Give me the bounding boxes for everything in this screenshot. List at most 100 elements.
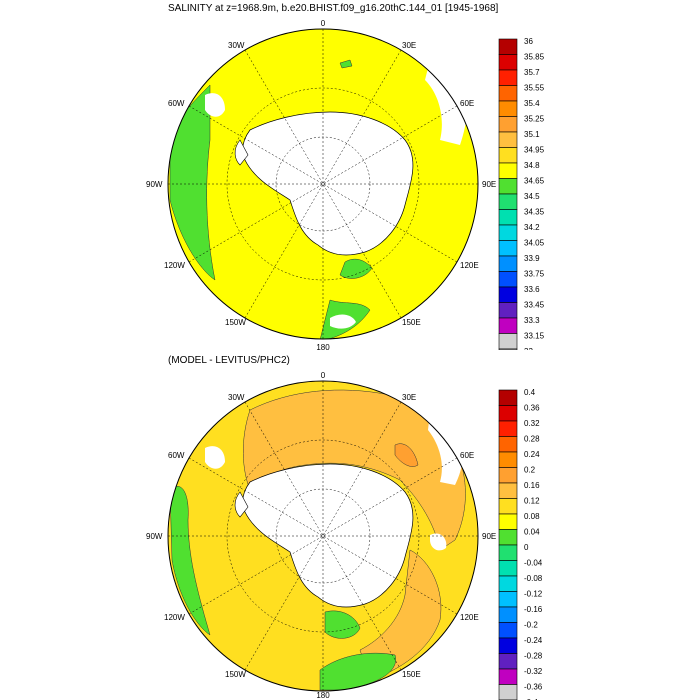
colorbar-swatch [498, 498, 518, 515]
colorbar-label: -0.4 [524, 698, 538, 700]
lon-label-180: 180 [316, 691, 330, 700]
nodata-south [330, 314, 356, 329]
colorbar-label: 0.28 [524, 435, 540, 444]
colorbar-swatch [498, 240, 518, 257]
colorbar-label: 0 [524, 543, 529, 552]
colorbar-label: 35.25 [524, 115, 545, 124]
colorbar-label: 34.35 [524, 208, 545, 217]
colorbar-swatch [498, 529, 518, 546]
nodata-west [205, 446, 225, 469]
colorbar-label: -0.28 [524, 652, 543, 661]
colorbar-label: 33.75 [524, 270, 545, 279]
colorbar-label: -0.16 [524, 605, 543, 614]
colorbar-swatch [498, 513, 518, 530]
orange-region-east [359, 549, 442, 681]
colorbar-label: -0.04 [524, 559, 543, 568]
colorbar-swatch [498, 271, 518, 288]
lon-label-30e: 30E [402, 41, 416, 50]
colorbar-swatch [498, 348, 518, 350]
colorbar-swatch [498, 224, 518, 241]
colorbar-swatch [498, 591, 518, 608]
lon-label-120e: 120E [460, 261, 479, 270]
colorbar-swatch [498, 162, 518, 179]
lon-label-90e: 90E [482, 180, 496, 189]
colorbar-swatch [498, 193, 518, 210]
colorbar-swatch [498, 606, 518, 623]
colorbar-label: -0.36 [524, 683, 543, 692]
lon-label-30w: 30W [228, 393, 245, 402]
colorbar-label: 34.5 [524, 192, 540, 201]
lon-label-180: 180 [316, 343, 330, 350]
lon-label-60e: 60E [460, 451, 474, 460]
colorbar-swatch [498, 467, 518, 484]
colorbar-swatch [498, 69, 518, 86]
colorbar-label: 0.32 [524, 419, 540, 428]
lon-label-150w: 150W [225, 318, 246, 327]
lon-label-0: 0 [321, 371, 326, 380]
colorbar-swatch [498, 389, 518, 406]
colorbar-label: 34.65 [524, 177, 545, 186]
antarctica [242, 111, 414, 256]
colorbar-label: 0.2 [524, 466, 536, 475]
colorbar-label: 34.05 [524, 239, 545, 248]
colorbar-label: 33.6 [524, 285, 540, 294]
colorbar-label: 33.45 [524, 301, 545, 310]
antarctic-peninsula [234, 491, 249, 518]
colorbar-label: 34.8 [524, 161, 540, 170]
colorbar-label: -0.08 [524, 574, 543, 583]
latitude-circle-middle [226, 439, 420, 633]
latitude-circle-middle [226, 87, 420, 281]
colorbar-swatch [498, 451, 518, 468]
colorbar-label: 33.9 [524, 254, 540, 263]
colorbar-label: 35.4 [524, 99, 540, 108]
lon-label-150e: 150E [402, 318, 421, 327]
colorbar-swatch [498, 436, 518, 453]
lon-label-120e: 120E [460, 613, 479, 622]
colorbar-label: 0.12 [524, 497, 540, 506]
colorbar-swatch [498, 560, 518, 577]
lon-label-30e: 30E [402, 393, 416, 402]
colorbar-swatch [498, 255, 518, 272]
colorbar-label: 35.85 [524, 53, 545, 62]
difference-map [168, 381, 478, 691]
colorbar-label: 35.55 [524, 84, 545, 93]
colorbar-swatch [498, 653, 518, 670]
lon-label-60w: 60W [168, 99, 185, 108]
colorbar-label: 33.15 [524, 332, 545, 341]
colorbar-swatch [498, 85, 518, 102]
nodata-west [205, 93, 225, 117]
green-region-west [169, 486, 211, 636]
difference-map-panel: 0 180 90W 90E 30W 60W 30E 60E 120W 150W … [146, 371, 543, 700]
colorbar-label: 0.16 [524, 481, 540, 490]
lon-label-0: 0 [321, 19, 326, 28]
colorbar-swatch [498, 544, 518, 561]
lon-label-150e: 150E [402, 670, 421, 679]
lon-label-30w: 30W [228, 41, 245, 50]
map-border [167, 28, 479, 340]
colorbar-swatch [498, 116, 518, 133]
colorbar-swatch [498, 38, 518, 55]
colorbar-label: 0.24 [524, 450, 540, 459]
colorbar-swatch [498, 482, 518, 499]
lon-label-90e: 90E [482, 532, 496, 541]
colorbar-swatch [498, 668, 518, 685]
colorbar-swatch [498, 637, 518, 654]
colorbar-label: 35.7 [524, 68, 540, 77]
colorbar-label: -0.32 [524, 667, 543, 676]
colorbar-label: 33 [524, 347, 533, 350]
lon-label-120w: 120W [164, 261, 185, 270]
lon-label-150w: 150W [225, 670, 246, 679]
lon-label-120w: 120W [164, 613, 185, 622]
colorbar-swatch [498, 420, 518, 437]
antarctica [242, 463, 414, 608]
colorbar-label: 0.36 [524, 404, 540, 413]
green-region-west [169, 84, 216, 281]
colorbar-label: -0.2 [524, 621, 538, 630]
difference-colorbar: 0.4 0.36 0.32 0.28 0.24 0.2 0.16 0.12 0.08 0.04 0 -… [498, 388, 543, 700]
green-patch-north [339, 59, 353, 69]
colorbar-swatch [498, 684, 518, 700]
colorbar-label: 35.1 [524, 130, 540, 139]
colorbar-swatch [498, 405, 518, 422]
nodata-east [430, 533, 447, 551]
colorbar-swatch [498, 317, 518, 334]
